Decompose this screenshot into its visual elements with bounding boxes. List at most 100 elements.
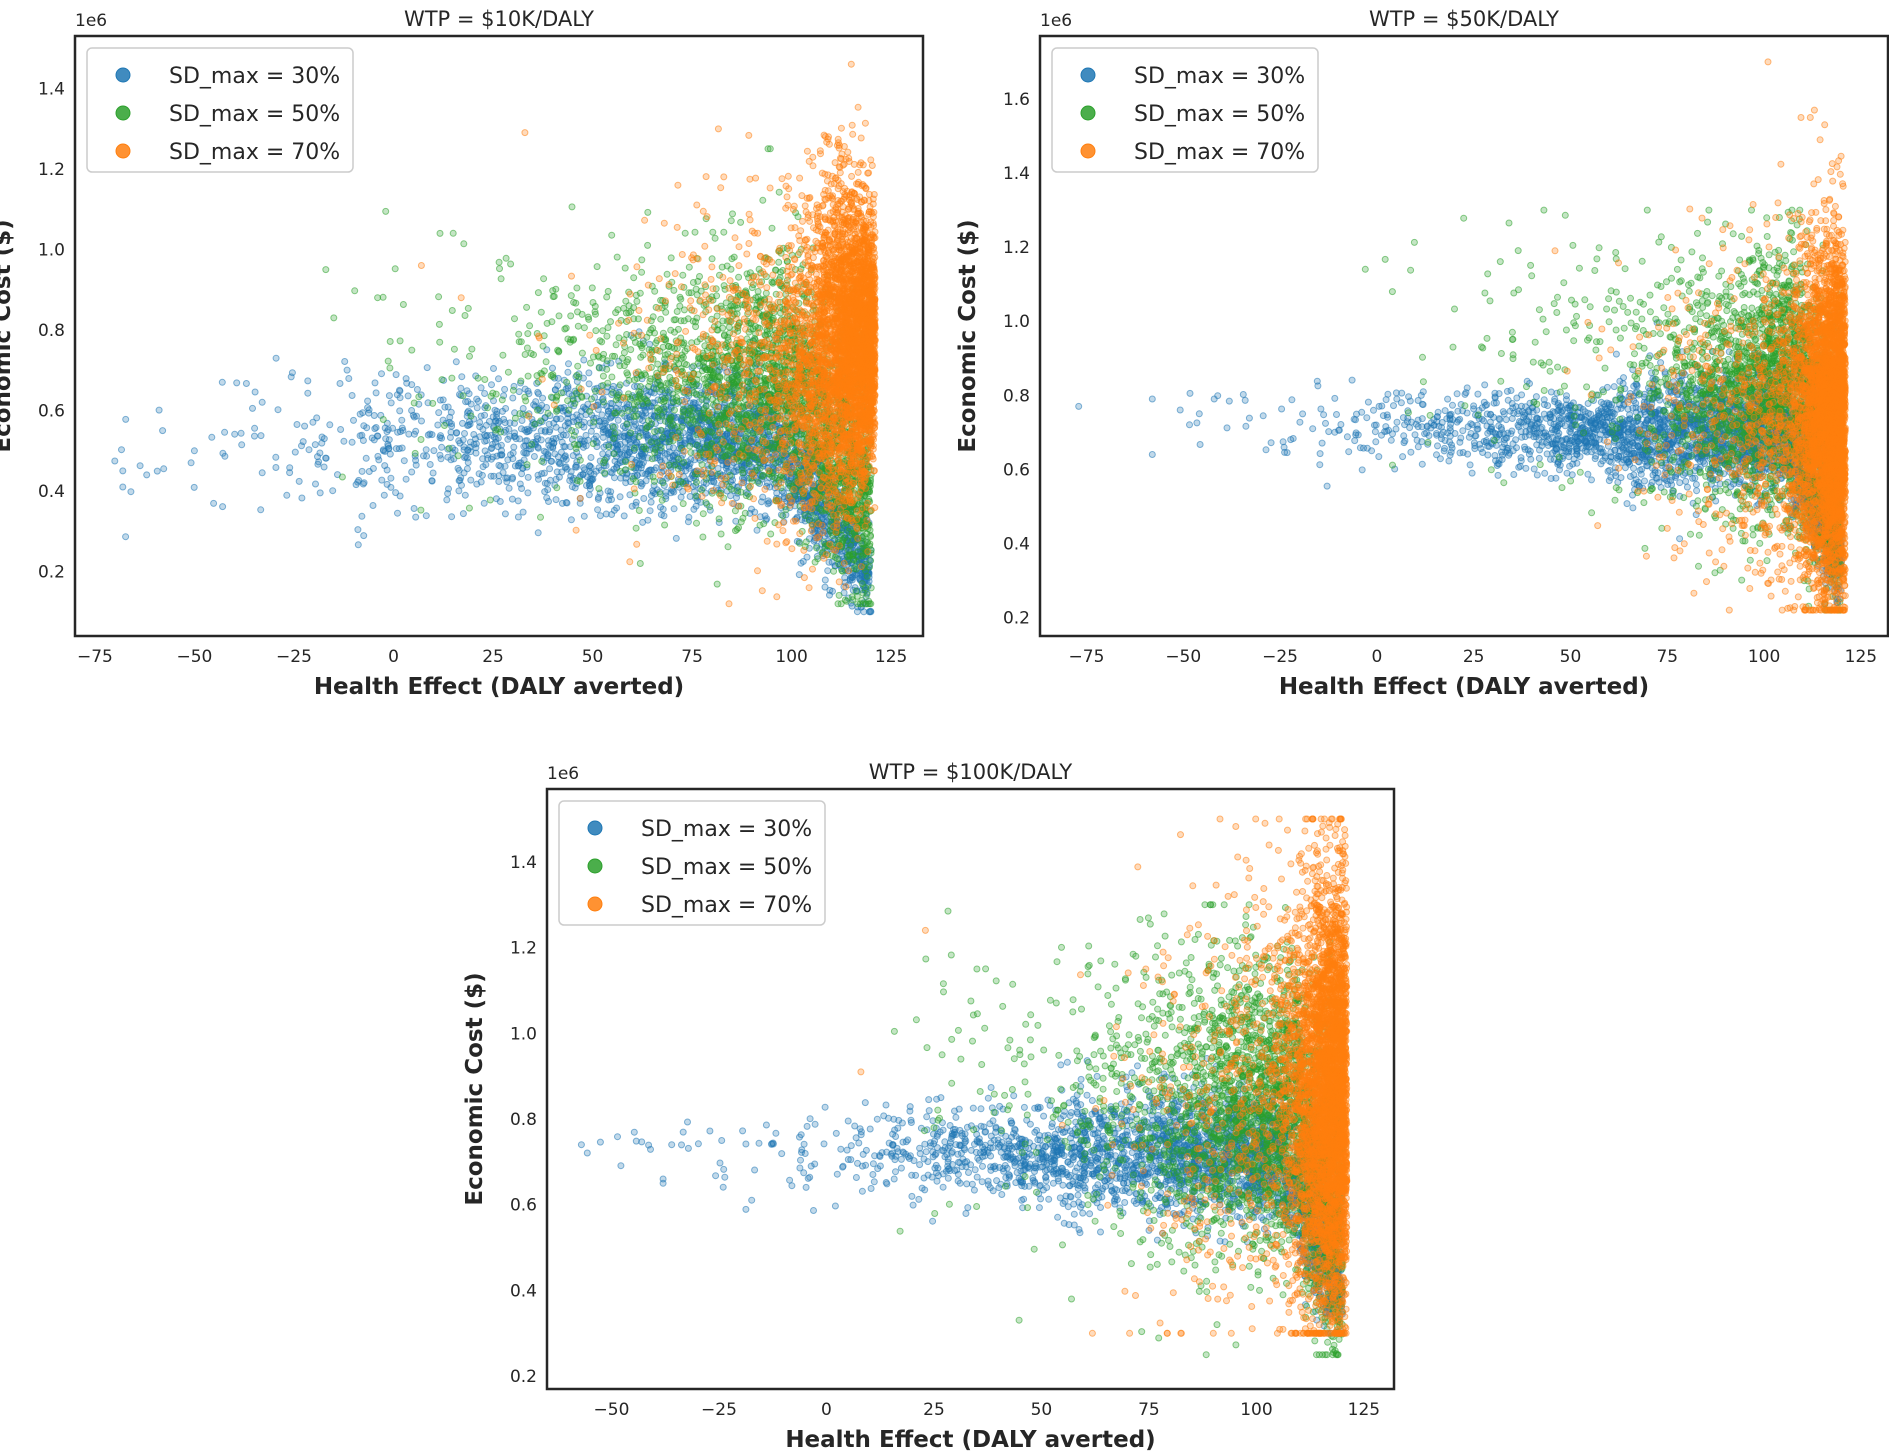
chart-panel-1: −75 −50 −25 0 25 50 75 100 1250.20.40.60.81.01.2… [0, 7, 925, 700]
scatter-point [570, 432, 578, 439]
scatter-point [618, 409, 626, 417]
scatter-point [455, 487, 463, 495]
scatter-point [466, 352, 473, 360]
scatter-point [725, 323, 733, 331]
scatter-point [540, 275, 548, 283]
scatter-point [637, 353, 645, 361]
scatter-point [434, 421, 442, 429]
scatter-point [595, 417, 603, 425]
scatter-point [523, 344, 531, 352]
scatter-point [119, 483, 127, 491]
scatter-point [441, 403, 449, 411]
scatter-point [649, 313, 657, 321]
scatter-point [555, 312, 563, 320]
scatter-point [461, 491, 469, 499]
scatter-point [408, 346, 416, 354]
scatter-point [465, 504, 473, 512]
scatter-point [495, 417, 503, 425]
scatter-point [187, 459, 195, 467]
scatter-point [403, 379, 411, 387]
scatter-point [775, 188, 783, 196]
scatter-point [730, 372, 738, 380]
scatter-point [153, 467, 161, 475]
scatter-point [673, 393, 680, 401]
scatter-point [251, 388, 259, 396]
scatter-point [412, 456, 420, 464]
scatter-point [622, 297, 630, 305]
scatter-point [534, 444, 542, 452]
scatter-point [221, 428, 229, 436]
scatter-point [383, 480, 391, 488]
scatter-point [459, 392, 467, 400]
scatter-point [543, 494, 551, 502]
scatter-point [474, 397, 482, 405]
scatter-point [677, 493, 685, 501]
scatter-point [524, 330, 532, 338]
scatter-point [497, 441, 505, 449]
scatter-point [737, 218, 745, 226]
scatter-point [534, 529, 542, 537]
scatter-point [635, 507, 643, 514]
scatter-point [343, 366, 351, 374]
scatter-point [599, 372, 607, 380]
scatter-point [550, 439, 558, 447]
scatter-point [609, 389, 617, 397]
scatter-point [304, 389, 312, 397]
scatter-point [834, 600, 842, 608]
scatter-point [779, 512, 787, 520]
scatter-point [648, 455, 656, 463]
scatter-point [544, 409, 552, 417]
scatter-point [644, 241, 652, 249]
scatter-point [426, 430, 434, 438]
scatter-point [301, 422, 309, 430]
scatter-point [455, 437, 463, 445]
scatter-point [856, 600, 864, 608]
scatter-point [396, 407, 404, 415]
scatter-point [461, 430, 468, 437]
scatter-point [509, 394, 517, 402]
scatter-point [422, 446, 430, 454]
scatter-point [523, 461, 531, 469]
scatter-point [526, 322, 534, 330]
scatter-point [382, 207, 390, 215]
scatter-point [726, 447, 734, 454]
scatter-point [313, 414, 321, 422]
scatter-point [518, 485, 526, 492]
scatter-point [283, 491, 291, 499]
scatter-point [402, 475, 410, 483]
scatter-point [420, 452, 427, 460]
scatter-point [495, 478, 503, 485]
scatter-point [448, 307, 456, 314]
scatter-point [821, 583, 829, 591]
scatter-point [190, 483, 198, 491]
scatter-point [504, 368, 512, 376]
scatter-point [554, 382, 562, 390]
scatter-point [537, 417, 545, 425]
scatter-point [612, 309, 620, 317]
scatter-point [681, 360, 688, 368]
scatter-point [578, 349, 586, 357]
scatter-point [348, 392, 356, 399]
scatter-point [507, 260, 515, 268]
scatter-point [474, 374, 482, 382]
scatter-point [537, 513, 544, 521]
scatter-point [569, 452, 577, 460]
scatter-point [729, 210, 736, 218]
scatter-point [386, 450, 394, 458]
scatter-point [632, 524, 640, 532]
scatter-point [438, 376, 446, 384]
scatter-point [546, 465, 554, 473]
scatter-point [759, 493, 767, 501]
scatter-point [709, 228, 717, 236]
scatter-point [404, 392, 412, 400]
scatter-point [481, 390, 489, 397]
scatter-point [400, 457, 408, 465]
scatter-point [430, 447, 438, 455]
scatter-point [494, 434, 502, 442]
scatter-point [714, 326, 722, 334]
scatter-point [387, 399, 395, 407]
scatter-point [538, 470, 546, 478]
scatter-point [438, 443, 446, 451]
scatter-point [509, 386, 517, 394]
